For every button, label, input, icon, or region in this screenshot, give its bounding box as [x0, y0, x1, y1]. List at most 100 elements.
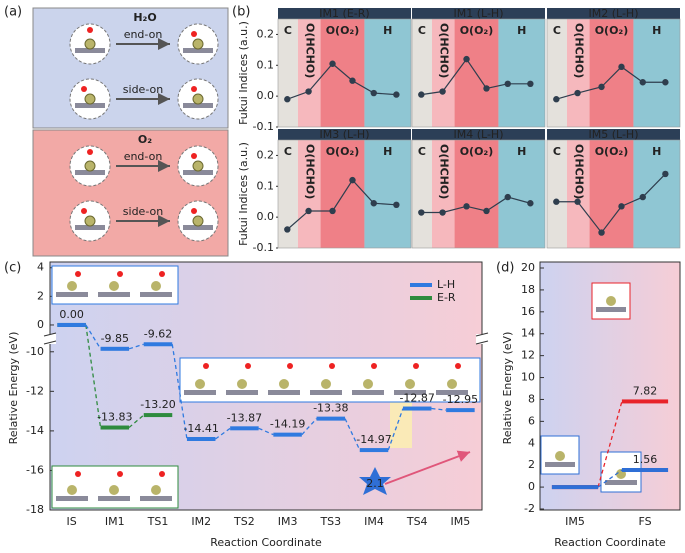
- adsorbate: [191, 31, 197, 37]
- adsorbate: [81, 208, 87, 214]
- graphene: [75, 48, 105, 53]
- annotation: 2.1: [366, 477, 384, 490]
- graphene: [56, 292, 88, 297]
- charts: IM1 (E-R) C O(HCHO) O(O₂) H Fukui Indices (a.…: [7, 7, 681, 549]
- y-tick-label: 0.2: [257, 148, 275, 161]
- value-label: -9.62: [144, 327, 172, 340]
- graphene: [140, 292, 172, 297]
- value-label: -9.85: [101, 332, 129, 345]
- graphene: [56, 496, 88, 501]
- graphene: [183, 225, 213, 230]
- region-label: O(HCHO): [437, 144, 450, 199]
- region: [297, 19, 321, 127]
- metal-atom: [192, 215, 204, 227]
- graphene: [226, 390, 258, 395]
- metal-atom: [192, 160, 204, 172]
- x-tick-label: TS4: [406, 515, 428, 528]
- panel-label: (d): [496, 261, 514, 276]
- adsorbate: [75, 271, 81, 277]
- fukui-point: [527, 200, 534, 207]
- region-label: O(O₂): [326, 145, 360, 158]
- region-label: C: [418, 24, 426, 37]
- metal-atom: [555, 451, 565, 461]
- connector: [344, 418, 361, 451]
- fukui-point: [305, 207, 312, 215]
- region: [297, 140, 321, 248]
- graphene: [394, 390, 426, 395]
- fukui-point: [370, 200, 377, 207]
- plot-frame: [277, 18, 412, 128]
- region: [412, 140, 432, 248]
- region-label: H: [383, 24, 392, 37]
- energy-level: [100, 425, 130, 430]
- panel-title: IM1 (L-H): [454, 7, 504, 20]
- metal-atom: [151, 281, 161, 291]
- graphene: [352, 390, 384, 395]
- fukui-point: [393, 91, 400, 98]
- panel-label: (a): [4, 5, 22, 20]
- fukui-point: [329, 60, 336, 67]
- y-tick-label: 2: [528, 458, 535, 471]
- value-label: 7.82: [633, 384, 658, 397]
- region: [320, 140, 365, 248]
- connector: [85, 324, 102, 428]
- metal-atom: [84, 93, 96, 105]
- fukui-point: [284, 96, 291, 103]
- connector: [85, 324, 102, 350]
- region-label: C: [553, 24, 561, 37]
- fukui-point: [662, 170, 669, 178]
- fukui-point: [463, 203, 470, 210]
- region-label: C: [284, 145, 292, 158]
- x-tick-label: TS2: [233, 515, 255, 528]
- region-label: C: [553, 145, 561, 158]
- energy-level: [316, 416, 346, 421]
- plot-frame: [546, 139, 681, 249]
- y-tick-label: -2: [524, 502, 535, 515]
- x-tick-label: IM3: [278, 515, 298, 528]
- energy-level: [402, 406, 432, 411]
- y-tick-label: 12: [521, 349, 535, 362]
- graphene: [75, 170, 105, 175]
- fukui-line: [421, 196, 531, 214]
- metal-atom: [67, 485, 77, 495]
- region: [278, 19, 298, 127]
- y-tick-label: 10: [521, 371, 535, 384]
- panel-title: IM5 (L-H): [589, 128, 639, 141]
- y-tick-label: 0: [528, 480, 535, 493]
- graphene: [140, 496, 172, 501]
- x-tick-label: IM4: [364, 515, 384, 528]
- region: [589, 19, 634, 127]
- region: [431, 140, 455, 248]
- y-tick-label: 4: [37, 261, 44, 274]
- graphene: [310, 390, 342, 395]
- legend-label: L-H: [437, 278, 455, 291]
- value-label: -12.87: [399, 392, 434, 405]
- graphene: [98, 292, 130, 297]
- metal-atom: [363, 379, 373, 389]
- break-mark: [43, 340, 57, 345]
- adsorbate: [159, 471, 165, 477]
- break-mark: [43, 332, 57, 337]
- y-tick-label: 0: [37, 318, 44, 331]
- plot-frame: [546, 18, 681, 128]
- panel-title: IM4 (L-H): [454, 128, 504, 141]
- adsorbate: [371, 363, 377, 369]
- fukui-point: [370, 89, 377, 97]
- energy-level: [230, 426, 259, 431]
- region: [566, 19, 590, 127]
- y-tick-label: -14: [26, 424, 44, 437]
- region-label: O(O₂): [595, 24, 629, 37]
- y-tick-label: -0.1: [253, 241, 274, 254]
- fukui-point: [598, 83, 605, 91]
- region-label: O(HCHO): [572, 144, 585, 199]
- graphene: [268, 390, 300, 395]
- fukui-line: [286, 179, 397, 230]
- plot-frame: [277, 139, 412, 249]
- x-tick-label: IM1: [105, 515, 125, 528]
- energy-level: [621, 399, 669, 404]
- panel-title: IM3 (L-H): [320, 128, 370, 141]
- panel-header: [412, 129, 545, 140]
- value-label: -14.97: [356, 433, 391, 446]
- region-label: O(HCHO): [303, 23, 316, 78]
- x-axis-label: Reaction Coordinate: [554, 536, 666, 549]
